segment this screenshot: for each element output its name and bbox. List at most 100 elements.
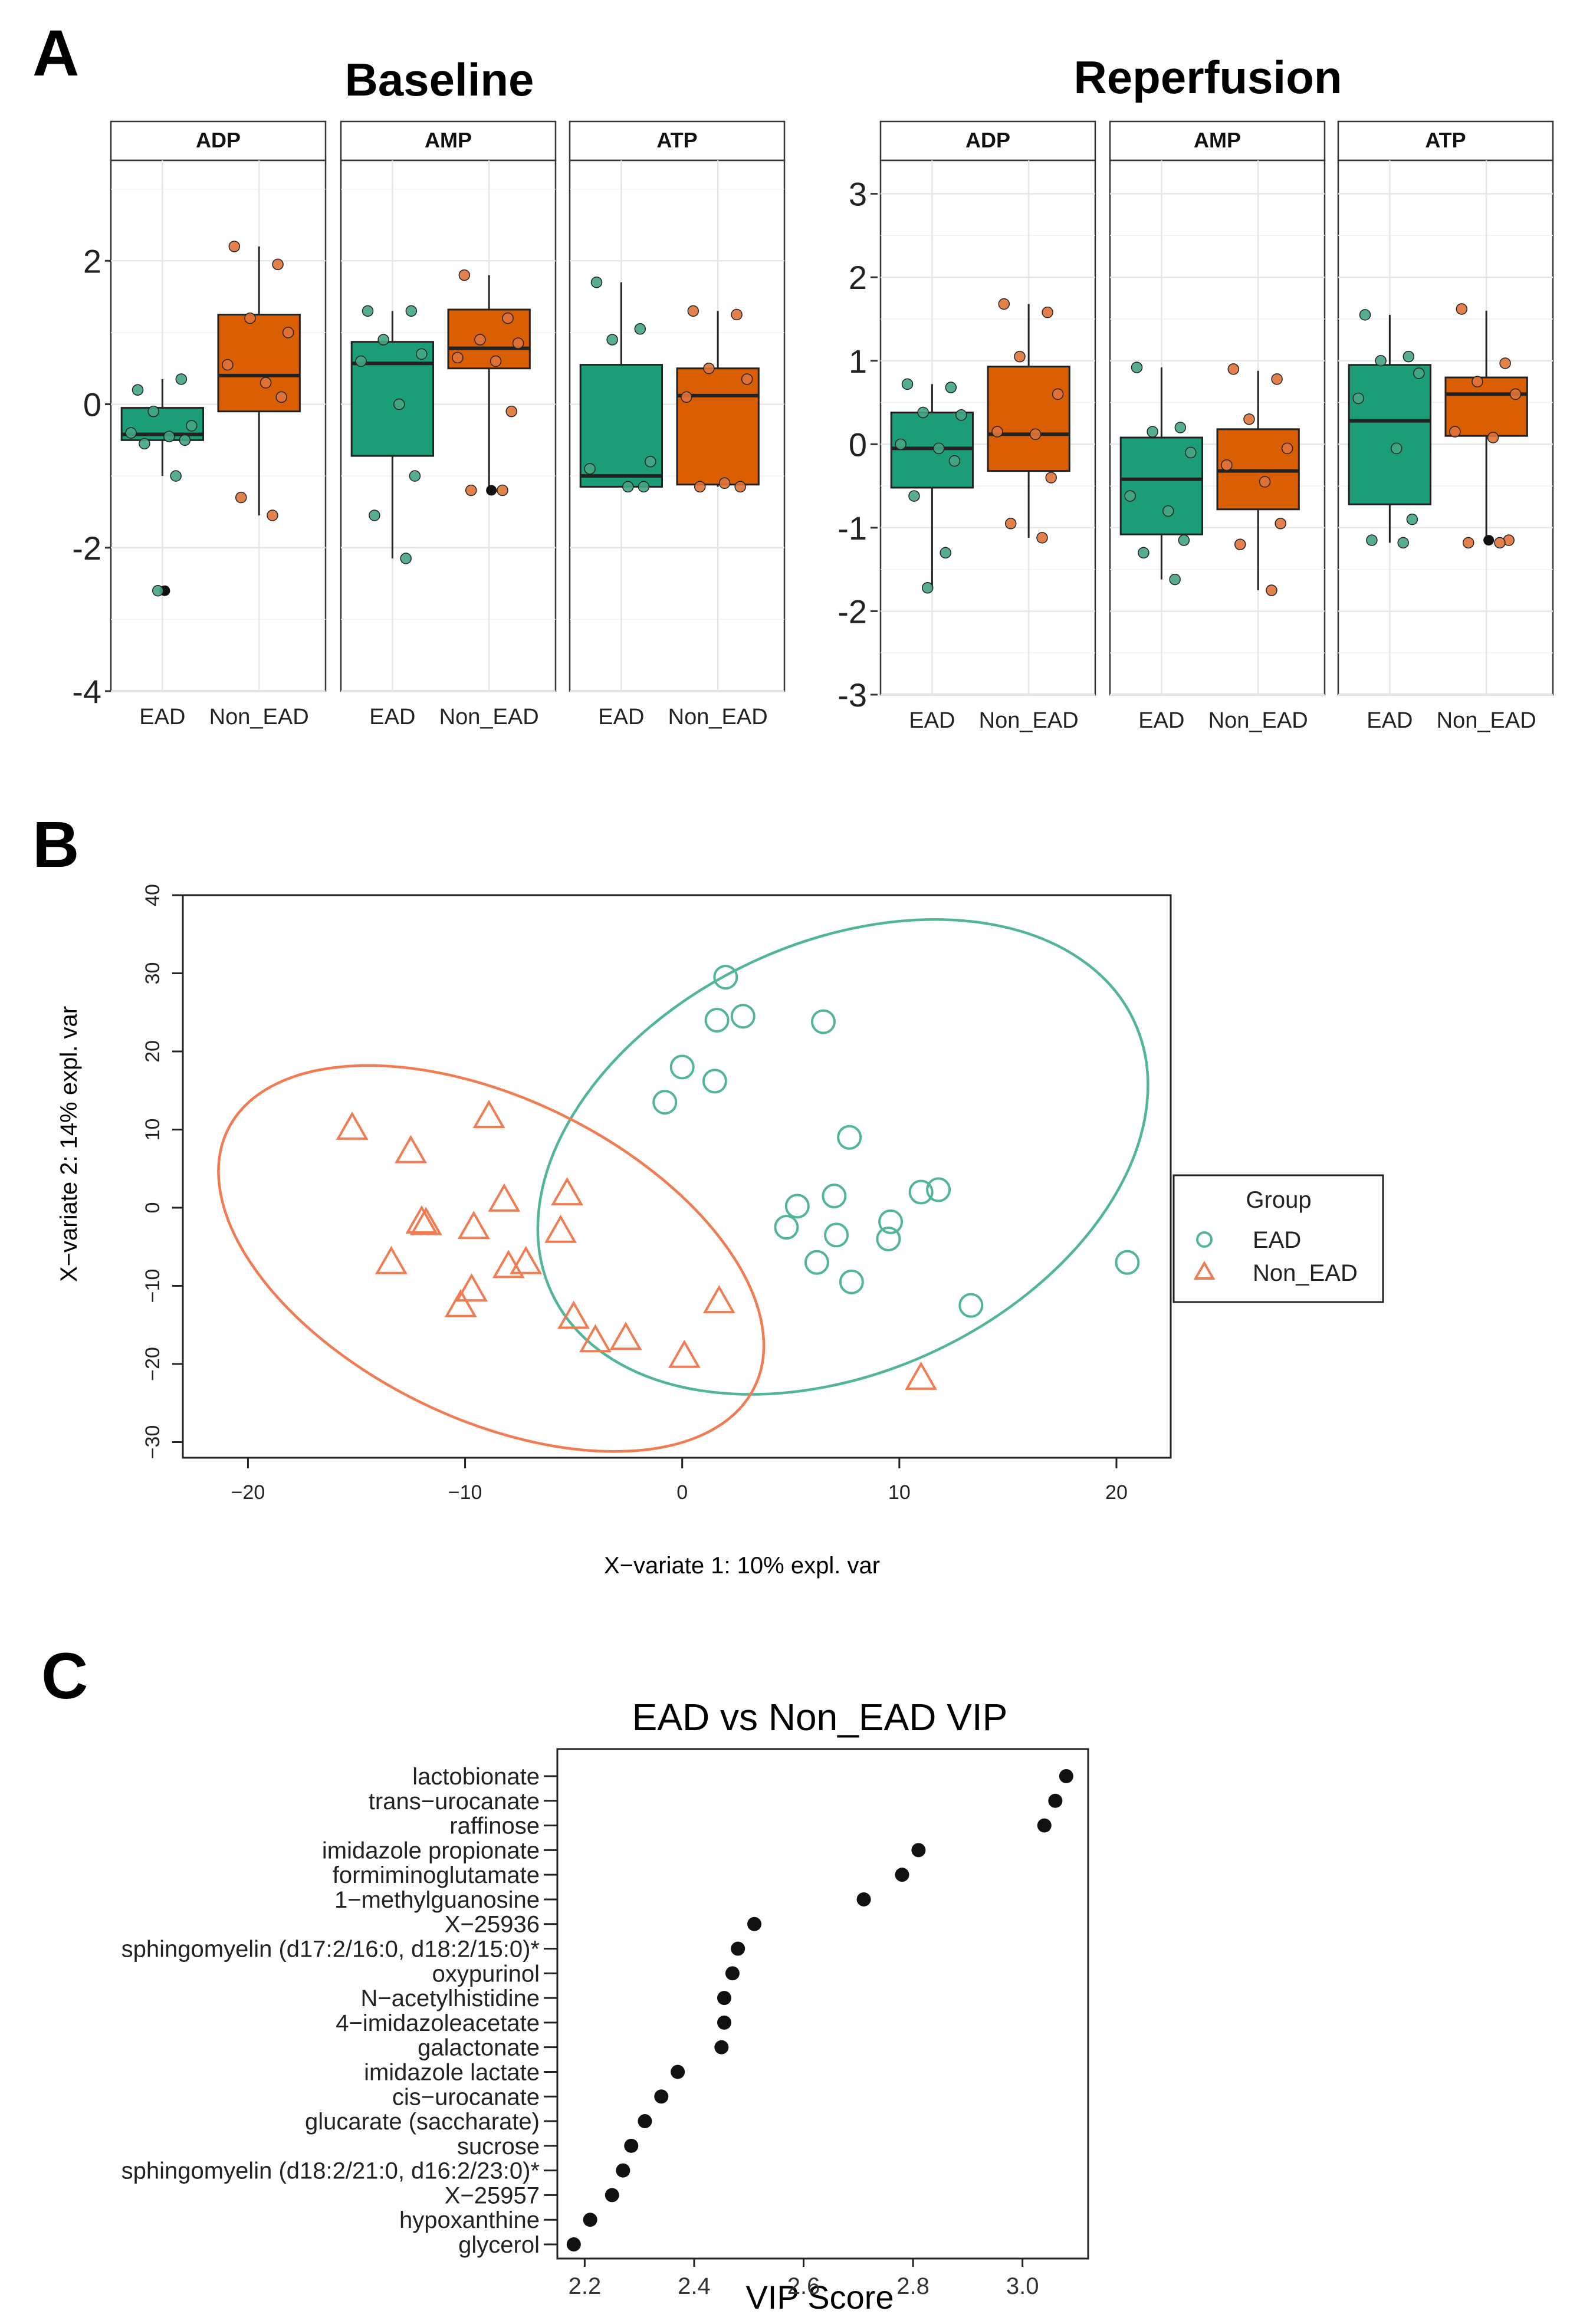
scatter-y-tick-label: −10 <box>142 1269 164 1303</box>
data-point <box>1259 476 1271 488</box>
panel-c-vip: EAD vs Non_EAD VIP VIP Score 2.2 2.4 2.6 2.… <box>121 1696 1089 2316</box>
x-tick-label-non_ead: Non_EAD <box>979 708 1079 733</box>
scatter-point-triangle <box>472 1099 505 1128</box>
vip-dot <box>1059 1769 1073 1783</box>
data-point <box>1162 505 1174 517</box>
confidence-ellipse <box>536 918 1149 1396</box>
data-point <box>377 334 389 346</box>
scatter-point-triangle <box>905 1361 938 1390</box>
data-point <box>1147 426 1158 438</box>
data-point <box>458 269 471 281</box>
baseline-y-tick-label: 2 <box>83 242 101 280</box>
vip-dot <box>605 2188 619 2203</box>
data-point <box>922 582 934 594</box>
reperfusion-facet-amp: AMP EAD Non_EAD <box>1109 120 1326 733</box>
data-point <box>125 427 137 439</box>
scatter-y-tick-label: 30 <box>142 962 164 985</box>
baseline-facet-atp: ATP EAD Non_EAD <box>569 120 786 729</box>
vip-feature-label: imidazole propionate <box>322 1837 540 1863</box>
scatter-point-triangle <box>488 1183 521 1212</box>
data-point <box>275 391 287 403</box>
vip-dot <box>583 2213 597 2227</box>
data-point <box>1029 428 1042 441</box>
scatter-point-triangle <box>557 1300 590 1329</box>
data-point <box>260 377 272 389</box>
legend-ead-label: EAD <box>1253 1227 1301 1253</box>
legend-non-ead-marker <box>1193 1260 1216 1280</box>
data-point <box>694 481 706 493</box>
series-non_ead <box>217 1064 938 1453</box>
data-point <box>147 405 159 418</box>
facet-strip-label: ATP <box>656 128 697 152</box>
scatter-x-tick-label: −10 <box>448 1481 482 1504</box>
vip-title: EAD vs Non_EAD VIP <box>632 1696 1008 1738</box>
data-point <box>186 420 198 432</box>
data-point <box>1366 534 1378 546</box>
data-point <box>1052 388 1064 400</box>
data-point <box>1494 537 1506 549</box>
data-point <box>1403 350 1415 363</box>
facet-strip <box>569 120 786 162</box>
data-point <box>497 484 508 497</box>
reperfusion-y-tick-label: 3 <box>849 176 867 213</box>
baseline-title: Baseline <box>345 54 534 106</box>
vip-dot <box>911 1843 926 1858</box>
scatter-point-circle <box>878 1209 904 1234</box>
data-point <box>998 298 1010 310</box>
box-iqr <box>1444 376 1528 437</box>
scatter-point-triangle <box>668 1339 701 1368</box>
data-point <box>1243 413 1255 425</box>
facet-strip <box>1109 120 1326 162</box>
data-point <box>170 470 182 482</box>
scatter-point-circle <box>704 1008 730 1033</box>
x-tick-label-ead: EAD <box>369 705 415 729</box>
x-tick-label-non_ead: Non_EAD <box>668 705 768 729</box>
vip-feature-label: galactonate <box>418 2035 540 2061</box>
scatter-point-triangle <box>544 1214 577 1243</box>
data-point <box>1131 361 1143 373</box>
box-non_ead <box>1216 363 1300 596</box>
scatter-point-circle <box>837 1125 862 1150</box>
data-point <box>634 323 646 335</box>
data-point <box>1014 350 1026 363</box>
data-point <box>362 305 374 317</box>
data-point <box>132 384 144 396</box>
vip-x-tick-label: 2.6 <box>787 2273 820 2299</box>
vip-dot <box>1037 1818 1052 1833</box>
vip-feature-label: X−25957 <box>445 2182 540 2208</box>
data-point <box>1266 584 1277 596</box>
scatter-point-triangle <box>409 1207 442 1235</box>
data-point <box>1138 547 1149 559</box>
data-point <box>175 373 188 385</box>
reperfusion-facet-atp: ATP EAD Non_EAD <box>1337 120 1554 733</box>
scatter-point-circle <box>1115 1250 1140 1275</box>
vip-feature-label: cis−urocanate <box>392 2084 540 2110</box>
x-tick-label-non_ead: Non_EAD <box>1208 708 1308 733</box>
vip-dot <box>566 2237 581 2251</box>
facet-strip-label: AMP <box>425 128 472 152</box>
data-point <box>945 382 957 393</box>
vip-feature-label: 1−methylguanosine <box>334 1887 540 1913</box>
vip-dot <box>747 1917 762 1931</box>
scatter-point-triangle <box>579 1324 612 1353</box>
data-point <box>622 481 634 493</box>
vip-x-tick-label: 2.4 <box>678 2273 711 2299</box>
data-point <box>1281 442 1293 455</box>
scatter-point-circle <box>810 1009 836 1034</box>
data-point <box>474 334 486 346</box>
data-point <box>1185 446 1197 459</box>
data-point <box>1124 490 1136 502</box>
scatter-point-circle <box>822 1184 847 1209</box>
baseline-y-tick-label: -2 <box>72 530 101 567</box>
data-point <box>1391 442 1403 455</box>
reperfusion-y-tick-label: 1 <box>849 343 867 380</box>
data-point <box>163 430 175 442</box>
data-point <box>393 398 405 410</box>
box-ead <box>120 373 205 597</box>
data-point <box>1509 388 1522 400</box>
data-point <box>179 434 191 446</box>
vip-feature-label: formiminoglutamate <box>333 1862 540 1888</box>
data-point <box>409 470 421 482</box>
scatter-x-tick-label: −20 <box>231 1481 265 1504</box>
data-point <box>1487 432 1499 443</box>
